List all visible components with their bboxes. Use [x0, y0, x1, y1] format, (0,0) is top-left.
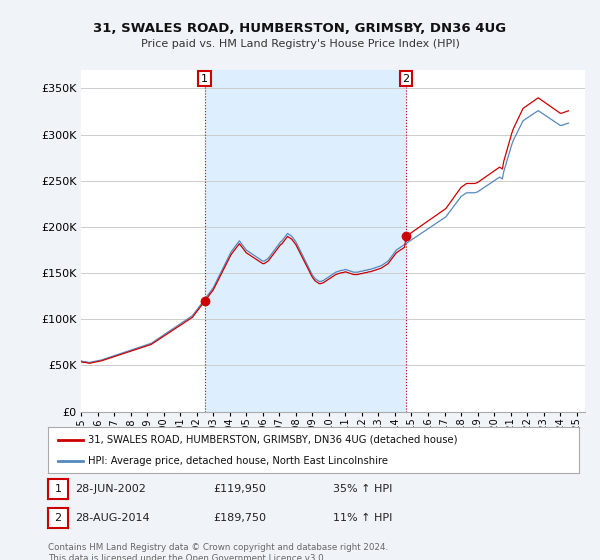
Text: Contains HM Land Registry data © Crown copyright and database right 2024.
This d: Contains HM Land Registry data © Crown c… — [48, 543, 388, 560]
Text: Price paid vs. HM Land Registry's House Price Index (HPI): Price paid vs. HM Land Registry's House … — [140, 39, 460, 49]
Text: 1: 1 — [201, 73, 208, 83]
Text: HPI: Average price, detached house, North East Lincolnshire: HPI: Average price, detached house, Nort… — [88, 456, 388, 466]
Text: £189,750: £189,750 — [213, 513, 266, 523]
Text: 28-JUN-2002: 28-JUN-2002 — [75, 484, 146, 494]
Text: 2: 2 — [55, 513, 61, 523]
Text: 28-AUG-2014: 28-AUG-2014 — [75, 513, 149, 523]
Bar — [205, 70, 406, 412]
Text: 31, SWALES ROAD, HUMBERSTON, GRIMSBY, DN36 4UG (detached house): 31, SWALES ROAD, HUMBERSTON, GRIMSBY, DN… — [88, 435, 457, 445]
Text: 1: 1 — [55, 484, 61, 494]
Text: 2: 2 — [403, 73, 409, 83]
Text: 11% ↑ HPI: 11% ↑ HPI — [333, 513, 392, 523]
Text: £119,950: £119,950 — [213, 484, 266, 494]
Text: 35% ↑ HPI: 35% ↑ HPI — [333, 484, 392, 494]
Text: 31, SWALES ROAD, HUMBERSTON, GRIMSBY, DN36 4UG: 31, SWALES ROAD, HUMBERSTON, GRIMSBY, DN… — [94, 22, 506, 35]
